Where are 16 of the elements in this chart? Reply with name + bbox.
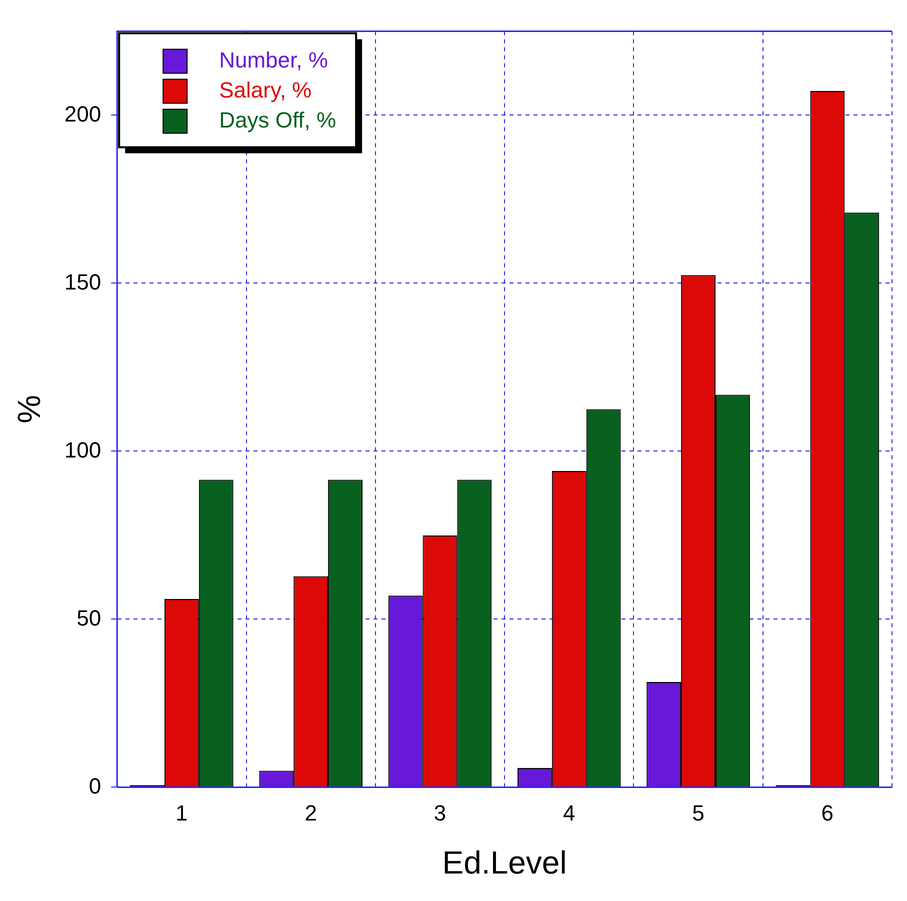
x-tick-label: 1	[176, 800, 188, 826]
y-tick-label: 200	[64, 101, 102, 126]
y-tick-label: 0	[88, 773, 102, 798]
x-tick-label: 6	[821, 800, 834, 826]
legend-label: Number, %	[219, 47, 328, 72]
y-tick-label: 100	[64, 437, 102, 462]
legend-label: Salary, %	[219, 77, 312, 102]
y-tick-label: 150	[64, 269, 102, 294]
x-axis-title: Ed.Level	[442, 844, 567, 881]
x-tick-label: 2	[304, 800, 317, 826]
x-tick-label: 3	[434, 800, 446, 826]
y-tick-label: 50	[76, 605, 102, 630]
y-axis-title: %	[11, 394, 48, 424]
x-tick-label: 5	[692, 800, 704, 826]
legend-label: Days Off, %	[219, 107, 336, 132]
x-tick-label: 4	[563, 800, 576, 826]
